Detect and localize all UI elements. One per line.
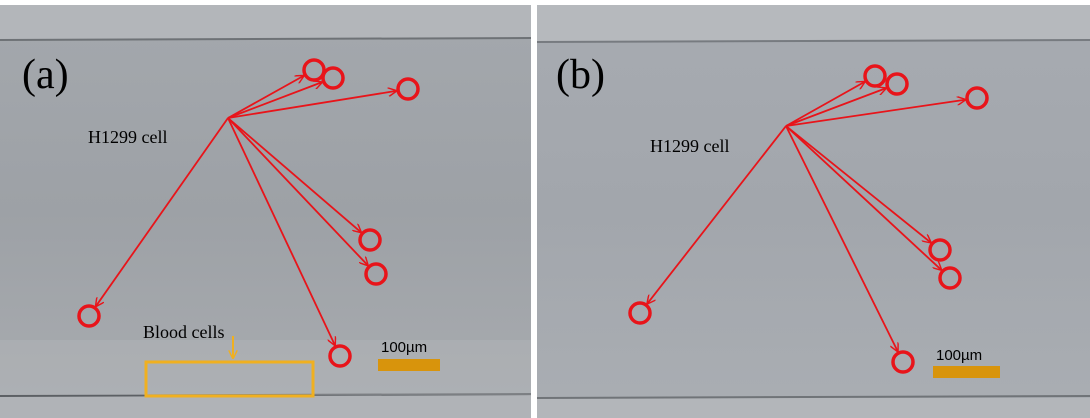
panel-label: (b) [556,52,605,98]
panel-b: (b) H1299 cell 100µm [537,5,1090,418]
channel-wall [537,5,1090,41]
micrograph [537,5,1090,418]
scale-bar [933,366,1000,378]
annotation: H1299 cell [650,136,729,156]
panel-a: (a) H1299 cell Blood cells 100µm [0,5,531,418]
scale-text: 100µm [381,339,427,356]
scale-text: 100µm [936,347,982,364]
blood-label: Blood cells [143,322,225,342]
channel-wall [0,5,531,39]
figure: (a) H1299 cell Blood cells 100µm (b) H12… [0,0,1090,418]
annotation: H1299 cell [88,127,167,147]
scale-bar [378,359,440,371]
channel-wall [0,396,531,418]
blood-cell-region [0,340,531,395]
channel-wall [537,398,1090,418]
page: {"panels": [ {"label": "(a)", "annotatio… [0,0,1090,418]
panel-label: (a) [22,52,69,98]
